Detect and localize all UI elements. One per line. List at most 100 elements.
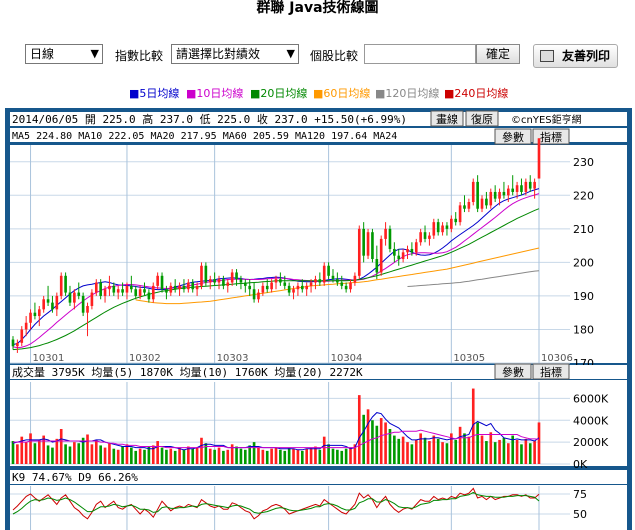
volume-bar	[344, 448, 348, 464]
volume-bar	[33, 443, 37, 464]
candle-body	[11, 339, 15, 347]
index-compare-label: 指數比較	[115, 49, 164, 63]
candle-body	[454, 218, 458, 223]
candle-body	[314, 279, 317, 283]
legend-ma20: ■20日均線	[250, 87, 308, 100]
candle-body	[423, 232, 427, 239]
volume-bar	[511, 435, 515, 464]
candle-body	[296, 285, 300, 290]
price-x-tick: 10301	[33, 353, 65, 364]
legend-ma5: ■5日均線	[129, 87, 180, 100]
kd-axis-area	[570, 485, 627, 530]
volume-bar	[379, 418, 383, 464]
volume-bar	[397, 438, 401, 464]
volume-bar	[366, 409, 370, 464]
volume-bar	[450, 433, 453, 464]
price-y-tick: 220	[573, 189, 594, 202]
price-param-button[interactable]	[494, 128, 532, 145]
volume-bar	[51, 447, 54, 464]
volume-param-button[interactable]	[494, 363, 532, 380]
candle-body	[445, 225, 449, 229]
kd-y-tick: 75	[573, 488, 587, 501]
candle-body	[318, 279, 322, 283]
volume-bar	[309, 447, 313, 464]
candle-body	[138, 289, 142, 296]
price-indicator-button[interactable]	[532, 128, 570, 145]
volume-bar	[99, 445, 102, 464]
volume-bar	[191, 448, 195, 464]
volume-bar	[336, 449, 339, 464]
volume-bar	[432, 435, 436, 464]
volume-bar	[428, 441, 431, 464]
candle-body	[450, 218, 453, 229]
price-plot-area	[10, 145, 570, 363]
volume-indicator-button[interactable]	[532, 363, 570, 380]
volume-bar	[208, 448, 212, 464]
volume-axis-area	[570, 380, 627, 466]
volume-bar	[147, 446, 151, 464]
candle-body	[371, 232, 374, 260]
kd-d-line	[12, 491, 540, 515]
volume-bar	[261, 449, 265, 464]
volume-bar	[55, 438, 59, 464]
period-select[interactable]: 日線 ▼	[25, 44, 103, 64]
volume-bar	[423, 437, 427, 464]
candle-body	[419, 232, 422, 243]
candle-body	[112, 285, 116, 293]
volume-bar	[86, 434, 89, 464]
index-compare-select-value: 請選擇比對績效	[176, 47, 261, 61]
candle-body	[467, 202, 471, 209]
stock-chart[interactable]: 2014/06/05 開 225.0 高 237.0 低 225.0 收 237…	[5, 108, 632, 530]
candle-body	[64, 275, 67, 293]
stock-compare-input[interactable]	[364, 44, 476, 64]
print-button[interactable]: 友善列印	[533, 44, 618, 68]
restore-button[interactable]	[465, 110, 499, 127]
volume-bar	[244, 449, 247, 464]
price-param-button-label: 參數	[502, 130, 524, 144]
confirm-button[interactable]: 確定	[476, 44, 520, 64]
candle-body	[173, 285, 177, 290]
volume-bar	[235, 446, 238, 464]
candle-body	[336, 279, 339, 283]
volume-bar	[274, 447, 278, 464]
candle-body	[252, 289, 256, 300]
volume-bar	[515, 439, 519, 464]
candle-body	[520, 185, 523, 192]
candle-body	[533, 181, 536, 189]
volume-bar	[362, 414, 365, 464]
legend-ma120: ■120日均線	[375, 87, 440, 100]
volume-bar	[20, 436, 24, 464]
volume-bar	[42, 435, 45, 464]
candle-body	[230, 272, 234, 283]
volume-bar	[480, 435, 484, 464]
candle-body	[160, 275, 164, 290]
candle-body	[537, 138, 541, 179]
volume-bar	[436, 438, 440, 464]
candle-body	[55, 295, 59, 310]
volume-bar	[90, 444, 94, 464]
draw-line-button[interactable]	[430, 110, 464, 127]
candle-body	[283, 282, 287, 286]
volume-bar	[108, 443, 111, 464]
volume-bar	[520, 444, 523, 464]
candle-body	[108, 285, 111, 290]
volume-bar	[283, 450, 287, 464]
print-button-label: 友善列印	[562, 49, 611, 63]
kd-plot-area	[10, 485, 570, 530]
volume-bar	[314, 446, 317, 464]
candle-body	[515, 185, 519, 192]
volume-bar	[322, 436, 326, 464]
index-compare-select[interactable]: 請選擇比對績效 ▼	[171, 44, 299, 64]
volume-bar	[121, 446, 124, 464]
price-axis-area	[570, 145, 627, 363]
candle-body	[121, 289, 124, 293]
candle-body	[349, 282, 352, 290]
volume-bar	[24, 442, 28, 464]
volume-bar	[138, 448, 142, 464]
volume-bar	[68, 446, 72, 464]
candle-body	[116, 289, 120, 293]
candle-body	[217, 279, 221, 283]
candle-body	[292, 289, 295, 293]
candle-body	[59, 275, 63, 296]
candle-body	[366, 232, 370, 256]
